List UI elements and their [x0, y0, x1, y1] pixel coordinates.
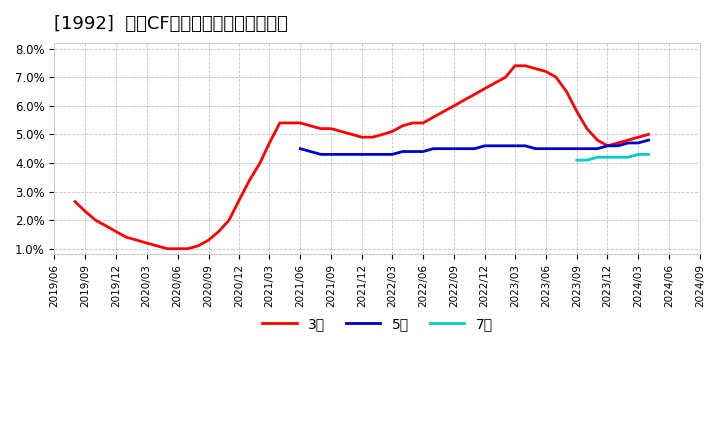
Legend: 3年, 5年, 7年: 3年, 5年, 7年	[256, 311, 498, 336]
Line: 7年: 7年	[577, 154, 649, 160]
Line: 3年: 3年	[75, 66, 649, 249]
Line: 5年: 5年	[300, 140, 649, 154]
Text: [1992]  営業CFマージンの平均値の推移: [1992] 営業CFマージンの平均値の推移	[55, 15, 288, 33]
